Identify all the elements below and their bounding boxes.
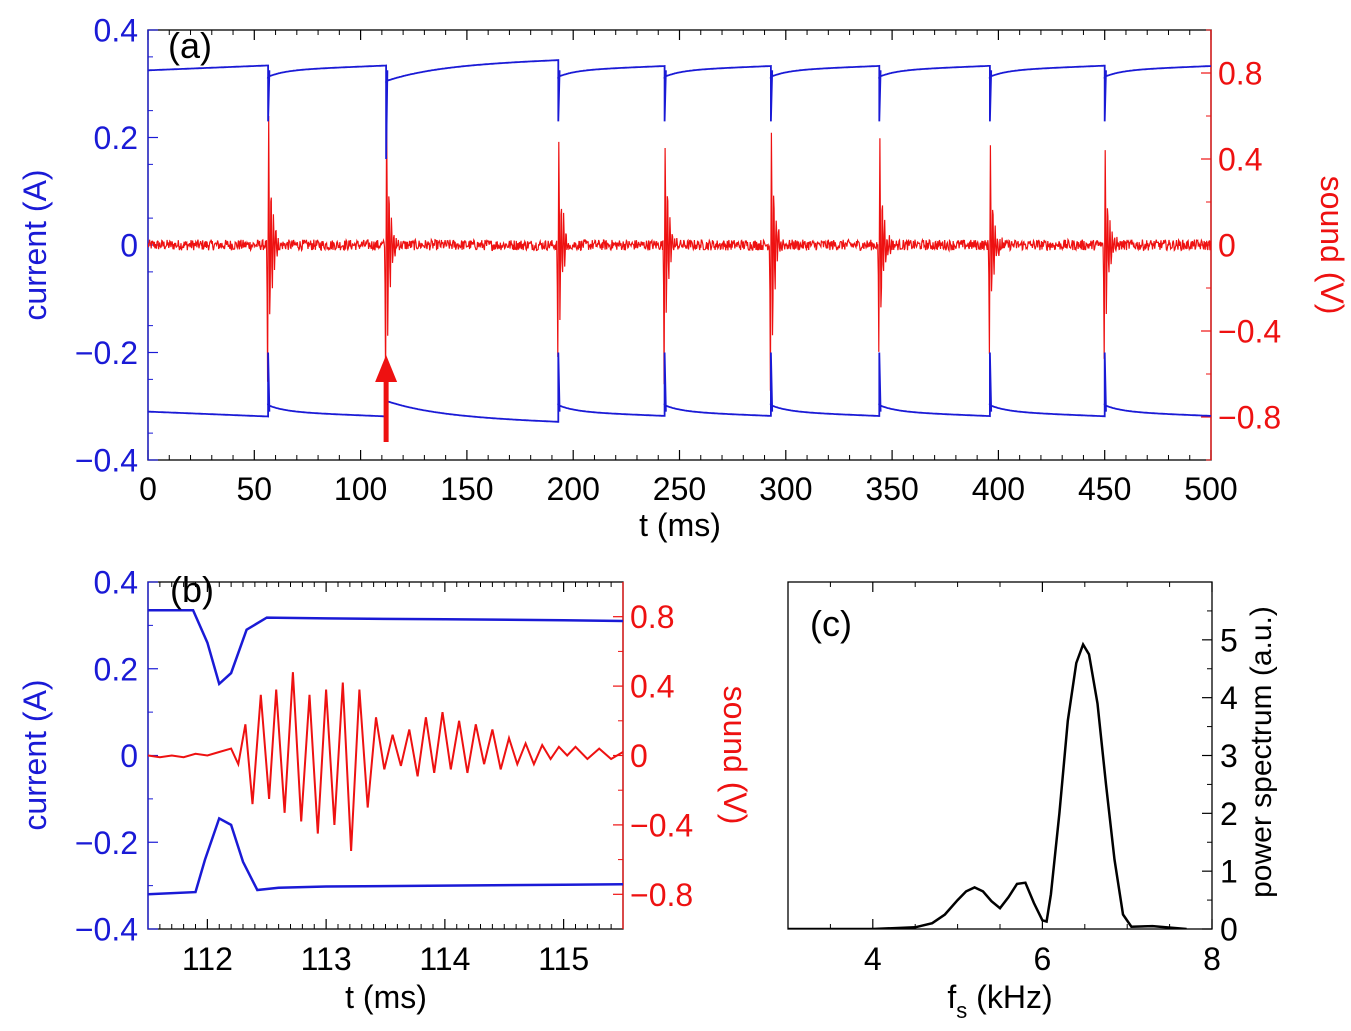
x-tick-label: 200 [547,471,600,507]
x-tick-label: 150 [440,471,493,507]
panel-c-xlabel-f: f [947,979,956,1015]
panel-b-ylabel-right: sound (V) [717,686,753,825]
y-tick-label: −0.8 [1218,400,1281,436]
panel-a-sound-series [148,111,1211,391]
panel-a-ylabel-right: sound (V) [1314,176,1350,315]
y-tick-label: 5 [1220,622,1238,658]
panel-b: 112 113 114 115 0.4 0.2 0 −0.2 −0.4 0.8 0.4 0 −0.4 −0… [17,565,753,1015]
panel-b-current-upper-series [148,608,623,687]
y-tick-label: 0.4 [94,13,138,49]
y-tick-label: −0.4 [75,912,138,948]
panel-c-label: (c) [810,603,852,644]
panel-c: 4 6 80 1 2 3 4 5 (c) fs (kHz) power spectrum (a… [787,581,1278,1023]
y-tick-label: 0.8 [1218,56,1262,92]
x-tick-label: 250 [653,471,706,507]
panel-b-ticks: 112 113 114 115 0.4 0.2 0 −0.2 −0.4 0.8 0.4 0 −0.4 −0… [75,565,693,977]
panel-b-frame [147,581,624,930]
panel-c-xlabel: fs (kHz) [947,979,1052,1023]
panel-b-sound-series [148,672,623,851]
x-tick-label: 112 [182,941,233,977]
y-tick-label: 0.4 [94,565,138,601]
panel-b-label: (b) [170,569,214,610]
panel-c-xlabel-sub: s [956,998,967,1023]
x-tick-label: 350 [865,471,918,507]
y-tick-label: 0 [120,228,138,264]
panel-a-label: (a) [168,25,212,66]
y-tick-label: 0 [120,738,138,774]
y-tick-label: 0.2 [94,651,138,687]
panel-b-xlabel: t (ms) [345,979,427,1015]
x-tick-label: 450 [1078,471,1131,507]
y-tick-label: 0.4 [1218,142,1262,178]
x-tick-label: 114 [419,941,470,977]
panel-a-current-upper-series [148,59,1211,160]
y-tick-label: 0.8 [630,599,674,635]
x-tick-label: 500 [1184,471,1237,507]
x-tick-label: 8 [1203,941,1221,977]
y-tick-label: 0.2 [94,120,138,156]
panel-c-spectrum-series [788,641,1187,929]
x-tick-label: 400 [972,471,1025,507]
y-tick-label: 2 [1220,796,1238,832]
y-tick-label: 3 [1220,738,1238,774]
panel-a-ylabel-left: current (A) [17,169,53,320]
panel-c-xlabel-unit: (kHz) [967,979,1052,1015]
y-tick-label: 0 [630,738,648,774]
panel-a-xlabel: t (ms) [639,507,721,543]
y-tick-label: 4 [1220,680,1238,716]
x-tick-label: 50 [237,471,273,507]
y-tick-label: −0.2 [75,825,138,861]
panel-c-ticks: 4 6 80 1 2 3 4 5 [829,582,1238,977]
panel-b-current-lower-series [148,816,623,896]
y-tick-label: −0.2 [75,335,138,371]
y-tick-label: 0 [1220,912,1238,948]
y-tick-label: 1 [1220,854,1238,890]
x-tick-label: 300 [759,471,812,507]
y-tick-label: −0.4 [630,807,693,843]
panel-a-current-lower-series [148,352,1211,423]
y-tick-label: 0 [1218,228,1236,264]
panel-a: 0 50 100 150 200 250 300 350 400 450 5000.40.20−0.… [17,13,1350,543]
x-tick-label: 0 [139,471,157,507]
x-tick-label: 6 [1034,941,1052,977]
panel-c-ylabel-right: power spectrum (a.u.) [1245,606,1278,898]
panel-a-ticks: 0 50 100 150 200 250 300 350 400 450 5000.40.20−0.… [75,13,1281,507]
x-tick-label: 4 [864,941,882,977]
y-tick-label: −0.8 [630,877,693,913]
event-arrow [375,355,398,442]
x-tick-label: 113 [301,941,352,977]
x-tick-label: 100 [334,471,387,507]
panel-b-ylabel-left: current (A) [17,679,53,830]
y-tick-label: 0.4 [630,669,674,705]
y-tick-label: −0.4 [1218,314,1281,350]
y-tick-label: −0.4 [75,443,138,479]
x-tick-label: 115 [538,941,589,977]
